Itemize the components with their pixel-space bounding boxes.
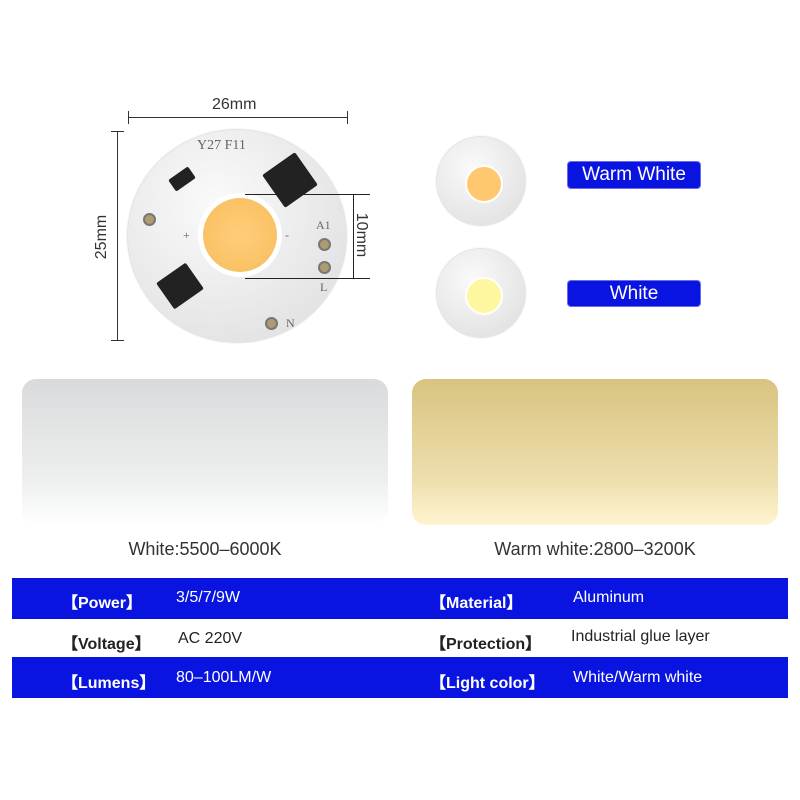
plus-marking: + (183, 228, 190, 242)
dim-tick (111, 340, 124, 341)
solder-pad-l (318, 261, 331, 274)
spec-key: 【Lumens】 (62, 675, 156, 692)
spec-key: 【Protection】 (430, 636, 542, 653)
a1-marking: A1 (316, 218, 331, 232)
white-tag: White (567, 280, 701, 307)
spec-value: Aluminum (573, 589, 645, 606)
spec-row: 【Lumens】 80–100LM/W 【Light color】 White/… (12, 658, 788, 698)
warm-white-tag: Warm White (567, 161, 701, 189)
n-marking: N (286, 316, 295, 330)
cob-dimension-label: 10mm (353, 212, 371, 258)
spec-row: 【Voltage】 AC 220V 【Protection】 Industria… (12, 618, 788, 658)
warm-light-sample (412, 379, 778, 525)
warm-caption: Warm white:2800–3200K (494, 539, 696, 559)
minus-marking: - (285, 228, 289, 242)
dim-tick (111, 131, 124, 132)
spec-value: AC 220V (178, 630, 243, 647)
spec-key: 【Material】 (430, 595, 523, 612)
cob-emitter (203, 198, 277, 272)
l-marking: L (320, 280, 328, 294)
width-label: 26mm (212, 96, 257, 113)
cob-white (465, 277, 503, 315)
spec-value: Industrial glue layer (571, 628, 710, 645)
dim-tick (347, 111, 348, 124)
spec-key: 【Power】 (62, 595, 143, 612)
solder-pad (143, 213, 156, 226)
width-dimension-line (128, 117, 348, 118)
cob-dim-line (245, 278, 370, 279)
cob-dim-line (353, 194, 354, 278)
white-light-sample (22, 379, 388, 525)
cob-warm (465, 165, 503, 203)
spec-value: White/Warm white (573, 669, 703, 686)
spec-key: 【Voltage】 (62, 636, 151, 653)
solder-pad (318, 238, 331, 251)
spec-key: 【Light color】 (430, 675, 545, 692)
height-dimension-line (117, 131, 118, 341)
white-caption: White:5500–6000K (128, 539, 282, 559)
solder-pad-n (265, 317, 278, 330)
model-marking: Y27 F11 (197, 138, 246, 153)
spec-value: 80–100LM/W (176, 669, 272, 686)
dim-tick (128, 111, 129, 124)
height-label: 25mm (93, 214, 111, 260)
spec-row: 【Power】 3/5/7/9W 【Material】 Aluminum (12, 578, 788, 618)
spec-value: 3/5/7/9W (176, 589, 241, 606)
cob-dim-line (245, 194, 370, 195)
